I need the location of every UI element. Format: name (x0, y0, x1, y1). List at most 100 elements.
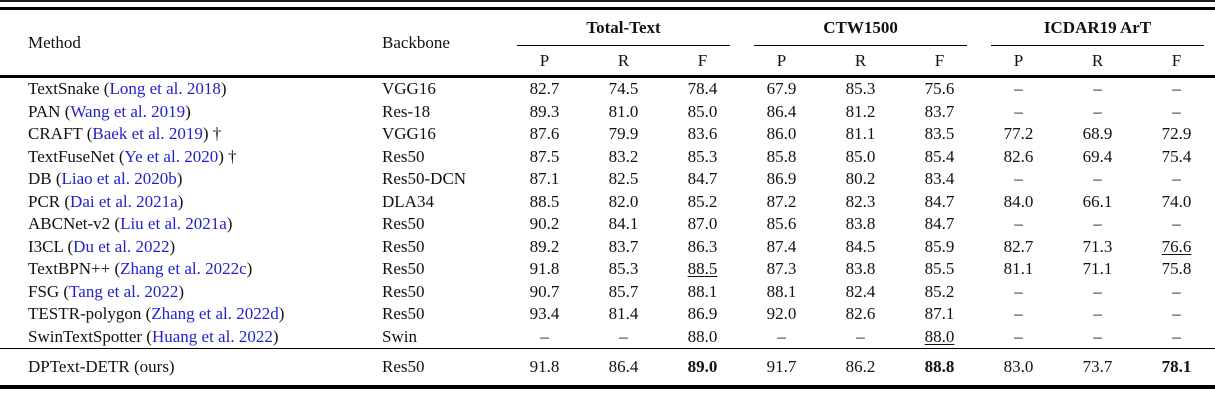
backbone-cell: VGG16 (382, 79, 436, 99)
metric-cell: 87.4 (742, 236, 821, 259)
metric-cell: – (1137, 326, 1215, 349)
metric-cell: – (1137, 281, 1215, 304)
citation-link[interactable]: Ye et al. 2020 (124, 146, 219, 166)
citation-link[interactable]: Du et al. 2022 (73, 236, 170, 256)
metric-value: 83.7 (924, 101, 955, 121)
citation-link[interactable]: Huang et al. 2022 (151, 326, 273, 346)
metric-value: 85.7 (608, 281, 639, 301)
metric-cell: 78.1 (1137, 348, 1215, 387)
backbone-cell: Res50-DCN (382, 169, 467, 189)
metric-value: 83.4 (924, 169, 955, 189)
metric-value: 84.0 (1003, 191, 1034, 211)
metric-value: 73.7 (1082, 357, 1113, 376)
metric-cell: 88.0 (900, 326, 979, 349)
metric-cell: 85.2 (900, 281, 979, 304)
column-header-method: Method (0, 8, 357, 78)
citation-link[interactable]: Zhang et al. 2022c (120, 259, 247, 279)
metric-cell: 82.6 (821, 303, 900, 326)
metric-value: 69.4 (1082, 146, 1113, 166)
metric-cell: 83.5 (900, 123, 979, 146)
method-cell: TESTR-polygon (Zhang et al. 2022d) (28, 304, 285, 324)
metric-cell: 83.4 (900, 168, 979, 191)
metric-cell: – (1058, 281, 1137, 304)
method-cell: I3CL (Du et al. 2022) (28, 236, 176, 256)
metric-value: 83.6 (687, 124, 718, 144)
metric-cell: 87.0 (663, 213, 742, 236)
metric-value: 74.0 (1161, 191, 1192, 211)
method-cell: TextSnake (Long et al. 2018) (28, 79, 227, 99)
metric-value: 81.4 (608, 304, 639, 324)
citation-link[interactable]: Tang et al. 2022 (69, 281, 179, 301)
metric-value: – (540, 326, 549, 346)
metric-cell: 75.6 (900, 77, 979, 101)
metric-cell: 71.1 (1058, 258, 1137, 281)
metric-cell: 93.4 (505, 303, 584, 326)
metric-cell: 88.5 (663, 258, 742, 281)
metric-value: 71.1 (1082, 259, 1113, 279)
metric-value: 66.1 (1082, 191, 1113, 211)
metric-value: 88.0 (924, 326, 955, 346)
metric-cell: – (1137, 77, 1215, 101)
metric-value: 74.5 (608, 79, 639, 99)
metric-cell: 86.0 (742, 123, 821, 146)
metric-value: 90.2 (529, 214, 560, 234)
metric-value: – (1014, 304, 1023, 324)
metric-value: 82.5 (608, 169, 639, 189)
table-row: TESTR-polygon (Zhang et al. 2022d) Res50 9… (0, 303, 1215, 326)
backbone-cell: Res50 (382, 259, 425, 279)
metric-cell: 88.1 (742, 281, 821, 304)
metric-value: 86.4 (608, 357, 639, 376)
metric-value: 86.4 (766, 101, 797, 121)
citation-link[interactable]: Liu et al. 2021a (120, 214, 227, 234)
metric-value: 84.5 (845, 236, 876, 256)
metric-cell: 81.1 (979, 258, 1058, 281)
metric-header-p: P (505, 46, 584, 78)
backbone-cell: Swin (382, 326, 417, 346)
metric-value: 85.5 (924, 259, 955, 279)
citation-link[interactable]: Baek et al. 2019 (92, 124, 203, 144)
backbone-cell: Res-18 (382, 101, 431, 121)
metric-header-r: R (584, 46, 663, 78)
metric-value: 80.2 (845, 169, 876, 189)
metric-value: – (1172, 214, 1181, 234)
metric-cell: 73.7 (1058, 348, 1138, 387)
citation-link[interactable]: Wang et al. 2019 (70, 101, 186, 121)
metric-cell: 85.3 (584, 258, 663, 281)
metric-value: 88.8 (924, 357, 955, 376)
metric-value: 88.1 (766, 281, 797, 301)
metric-value: – (1014, 79, 1023, 99)
table-row: TextBPN++ (Zhang et al. 2022c) Res50 91.8 8… (0, 258, 1215, 281)
metric-value: 86.0 (766, 124, 797, 144)
metric-header-p: P (979, 46, 1059, 78)
backbone-cell: Res50 (382, 281, 425, 301)
metric-value: 83.0 (1003, 357, 1034, 376)
metric-value: – (1093, 326, 1102, 346)
metric-cell: 91.8 (505, 258, 584, 281)
table-body: TextSnake (Long et al. 2018) VGG16 82.7 74.… (0, 77, 1215, 387)
metric-cell: 82.0 (584, 191, 663, 214)
metric-header-f: F (663, 46, 743, 78)
metric-value: 85.0 (845, 146, 876, 166)
citation-link[interactable]: Zhang et al. 2022d (151, 304, 279, 324)
metric-value: 87.4 (766, 236, 797, 256)
metric-value: – (1172, 304, 1181, 324)
metric-value: 93.4 (529, 304, 560, 324)
citation-link[interactable]: Liao et al. 2020b (61, 169, 177, 189)
metric-value: 87.2 (766, 191, 797, 211)
metric-value: 89.3 (529, 101, 560, 121)
metric-value: 81.1 (845, 124, 876, 144)
metric-cell: 85.3 (663, 146, 742, 169)
metric-cell: – (979, 303, 1058, 326)
citation-link[interactable]: Long et al. 2018 (109, 79, 221, 99)
metric-cell: 87.5 (505, 146, 584, 169)
table-row: PAN (Wang et al. 2019) Res-18 89.3 81.0 85.0… (0, 101, 1215, 124)
metric-cell: – (505, 326, 584, 349)
metric-cell: 81.1 (821, 123, 900, 146)
metric-value: 87.6 (529, 124, 560, 144)
citation-link[interactable]: Dai et al. 2021a (70, 191, 178, 211)
metric-cell: – (821, 326, 900, 349)
metric-value: – (1093, 101, 1102, 121)
backbone-cell: Res50 (357, 348, 505, 387)
metric-cell: 84.1 (584, 213, 663, 236)
metric-cell: 85.2 (663, 191, 742, 214)
